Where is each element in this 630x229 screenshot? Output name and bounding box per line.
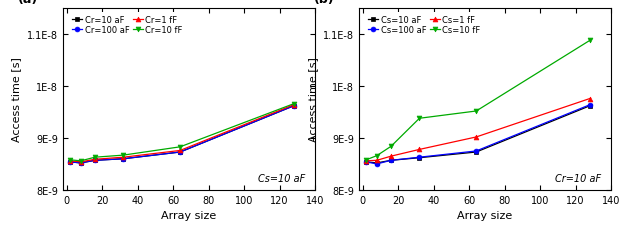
Cr=10 aF (66, 161, 74, 164)
Cs=100 aF (472, 150, 480, 153)
Cs=10 aF (472, 151, 480, 154)
Cr=10 fF (176, 146, 184, 149)
Cs=1 fF (387, 155, 395, 158)
Cr=1 fF (290, 104, 297, 107)
Cr=10 fF (77, 160, 84, 163)
Cs=100 aF (362, 161, 370, 164)
Cr=100 aF (77, 162, 84, 165)
Line: Cs=100 aF: Cs=100 aF (364, 103, 592, 167)
Cr=1 fF (120, 156, 127, 159)
Cr=100 aF (176, 151, 184, 154)
Cs=10 aF (387, 159, 395, 162)
Cr=10 fF (91, 156, 99, 159)
Line: Cr=1 fF: Cr=1 fF (67, 103, 296, 165)
Text: Cr=10 aF: Cr=10 aF (555, 173, 601, 183)
Cr=10 aF (176, 151, 184, 154)
Cs=10 aF (362, 161, 370, 164)
Cs=10 aF (373, 162, 381, 165)
Cr=1 fF (176, 149, 184, 152)
Cs=10 aF (586, 105, 593, 108)
Cr=100 aF (290, 105, 297, 108)
Cr=1 fF (66, 160, 74, 163)
Cs=1 fF (586, 98, 593, 101)
Cs=100 aF (387, 159, 395, 162)
X-axis label: Array size: Array size (457, 210, 513, 220)
Cs=100 aF (373, 163, 381, 166)
Text: (b): (b) (314, 0, 335, 5)
Y-axis label: Access time [s]: Access time [s] (307, 57, 318, 142)
Cr=10 fF (66, 159, 74, 161)
Cs=1 fF (416, 148, 423, 151)
Line: Cs=10 aF: Cs=10 aF (364, 104, 592, 166)
Cr=10 fF (290, 103, 297, 106)
Cs=1 fF (373, 159, 381, 162)
Cs=1 fF (362, 160, 370, 163)
Cs=100 aF (586, 104, 593, 107)
Cr=100 aF (66, 161, 74, 164)
Text: Cs=10 aF: Cs=10 aF (258, 173, 305, 183)
Cs=10 fF (472, 110, 480, 113)
Y-axis label: Access time [s]: Access time [s] (11, 57, 21, 142)
Cr=1 fF (91, 158, 99, 161)
Cr=10 aF (77, 162, 84, 165)
Line: Cr=10 aF: Cr=10 aF (67, 104, 296, 166)
Cs=10 fF (387, 145, 395, 148)
Cr=1 fF (77, 161, 84, 164)
Cs=10 aF (416, 157, 423, 159)
Cs=100 aF (416, 156, 423, 159)
Legend: Cr=10 aF, Cr=100 aF, Cr=1 fF, Cr=10 fF: Cr=10 aF, Cr=100 aF, Cr=1 fF, Cr=10 fF (70, 13, 185, 38)
Line: Cr=100 aF: Cr=100 aF (67, 104, 296, 166)
Cs=1 fF (472, 136, 480, 139)
Line: Cr=10 fF: Cr=10 fF (67, 102, 296, 164)
Cr=100 aF (120, 158, 127, 161)
Text: (a): (a) (18, 0, 38, 5)
Cs=10 fF (373, 155, 381, 157)
X-axis label: Array size: Array size (161, 210, 217, 220)
Cr=10 aF (120, 158, 127, 161)
Line: Cs=10 fF: Cs=10 fF (364, 39, 592, 163)
Line: Cs=1 fF: Cs=1 fF (364, 97, 592, 164)
Cr=100 aF (91, 159, 99, 162)
Cs=10 fF (586, 40, 593, 43)
Cr=10 fF (120, 154, 127, 157)
Cs=10 fF (416, 117, 423, 120)
Legend: Cs=10 aF, Cs=100 aF, Cs=1 fF, Cs=10 fF: Cs=10 aF, Cs=100 aF, Cs=1 fF, Cs=10 fF (366, 13, 483, 38)
Cr=10 aF (290, 105, 297, 108)
Cr=10 aF (91, 159, 99, 162)
Cs=10 fF (362, 159, 370, 161)
